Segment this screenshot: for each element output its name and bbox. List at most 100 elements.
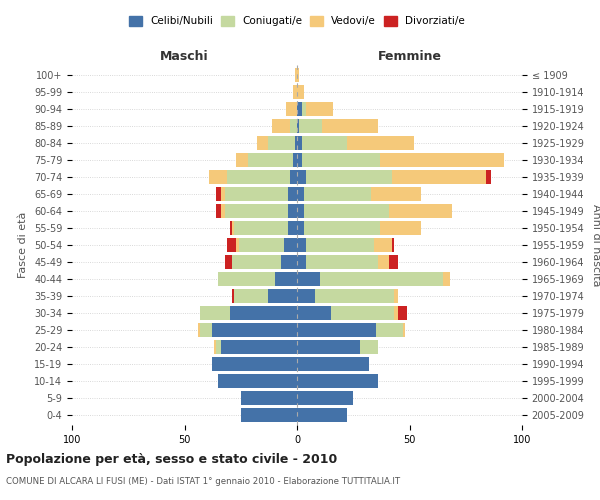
Bar <box>288 187 297 201</box>
Bar <box>376 323 403 337</box>
Bar <box>297 272 320 286</box>
Text: COMUNE DI ALCARA LI FUSI (ME) - Dati ISTAT 1° gennaio 2010 - Elaborazione TUTTIT: COMUNE DI ALCARA LI FUSI (ME) - Dati IST… <box>6 478 400 486</box>
Bar <box>322 119 378 133</box>
Bar <box>297 374 378 388</box>
Bar <box>200 323 212 337</box>
Bar <box>281 255 297 269</box>
Bar <box>320 272 443 286</box>
Bar <box>297 408 347 422</box>
Bar <box>380 153 504 167</box>
Bar <box>293 153 297 167</box>
Bar <box>286 102 297 116</box>
Bar <box>297 187 304 201</box>
Bar <box>380 221 421 235</box>
Bar <box>302 102 306 116</box>
Bar <box>236 238 239 252</box>
Bar <box>212 323 297 337</box>
Bar <box>241 408 297 422</box>
Legend: Celibi/Nubili, Coniugati/e, Vedovi/e, Divorziati/e: Celibi/Nubili, Coniugati/e, Vedovi/e, Di… <box>129 16 465 26</box>
Bar <box>315 289 394 303</box>
Bar <box>234 221 288 235</box>
Bar <box>373 238 392 252</box>
Bar <box>290 119 297 133</box>
Bar <box>394 306 398 320</box>
Bar <box>232 221 234 235</box>
Bar <box>297 357 369 371</box>
Bar <box>216 340 221 354</box>
Bar <box>394 289 398 303</box>
Bar <box>209 170 227 184</box>
Bar <box>295 136 297 150</box>
Bar <box>232 289 234 303</box>
Bar <box>218 374 297 388</box>
Text: Popolazione per età, sesso e stato civile - 2010: Popolazione per età, sesso e stato civil… <box>6 452 337 466</box>
Bar <box>347 136 414 150</box>
Bar <box>360 340 378 354</box>
Bar <box>443 272 450 286</box>
Bar <box>297 102 302 116</box>
Bar <box>227 238 236 252</box>
Bar <box>297 238 306 252</box>
Bar <box>392 170 486 184</box>
Bar <box>392 238 394 252</box>
Bar <box>216 187 221 201</box>
Text: Maschi: Maschi <box>160 50 209 64</box>
Bar <box>378 255 389 269</box>
Bar <box>389 204 452 218</box>
Bar <box>198 323 200 337</box>
Bar <box>212 357 297 371</box>
Bar <box>306 255 378 269</box>
Bar <box>268 136 295 150</box>
Bar <box>389 255 398 269</box>
Bar <box>272 119 290 133</box>
Bar <box>221 340 297 354</box>
Bar <box>216 204 221 218</box>
Bar <box>297 68 299 82</box>
Bar <box>306 238 373 252</box>
Bar <box>239 238 284 252</box>
Bar <box>297 170 306 184</box>
Bar <box>297 85 304 99</box>
Bar <box>297 119 299 133</box>
Bar <box>214 340 216 354</box>
Bar <box>306 102 333 116</box>
Bar <box>257 136 268 150</box>
Bar <box>288 221 297 235</box>
Bar <box>229 306 297 320</box>
Bar <box>284 238 297 252</box>
Bar <box>227 170 290 184</box>
Bar <box>234 289 268 303</box>
Bar <box>232 255 281 269</box>
Bar <box>297 306 331 320</box>
Bar <box>299 119 322 133</box>
Bar <box>297 289 315 303</box>
Bar <box>295 68 297 82</box>
Bar <box>297 204 304 218</box>
Bar <box>331 306 394 320</box>
Bar <box>297 340 360 354</box>
Bar <box>297 136 302 150</box>
Y-axis label: Anni di nascita: Anni di nascita <box>591 204 600 286</box>
Bar <box>297 323 376 337</box>
Y-axis label: Fasce di età: Fasce di età <box>19 212 28 278</box>
Bar <box>241 391 297 405</box>
Bar <box>290 170 297 184</box>
Bar <box>304 204 389 218</box>
Bar <box>297 255 306 269</box>
Bar <box>248 153 293 167</box>
Bar <box>302 153 380 167</box>
Bar <box>200 306 229 320</box>
Bar <box>288 204 297 218</box>
Text: Femmine: Femmine <box>377 50 442 64</box>
Bar <box>302 136 347 150</box>
Bar <box>304 187 371 201</box>
Bar <box>297 391 353 405</box>
Bar <box>225 255 232 269</box>
Bar <box>486 170 491 184</box>
Bar <box>225 187 288 201</box>
Bar <box>218 272 275 286</box>
Bar <box>304 221 380 235</box>
Bar <box>371 187 421 201</box>
Bar <box>225 204 288 218</box>
Bar <box>236 153 248 167</box>
